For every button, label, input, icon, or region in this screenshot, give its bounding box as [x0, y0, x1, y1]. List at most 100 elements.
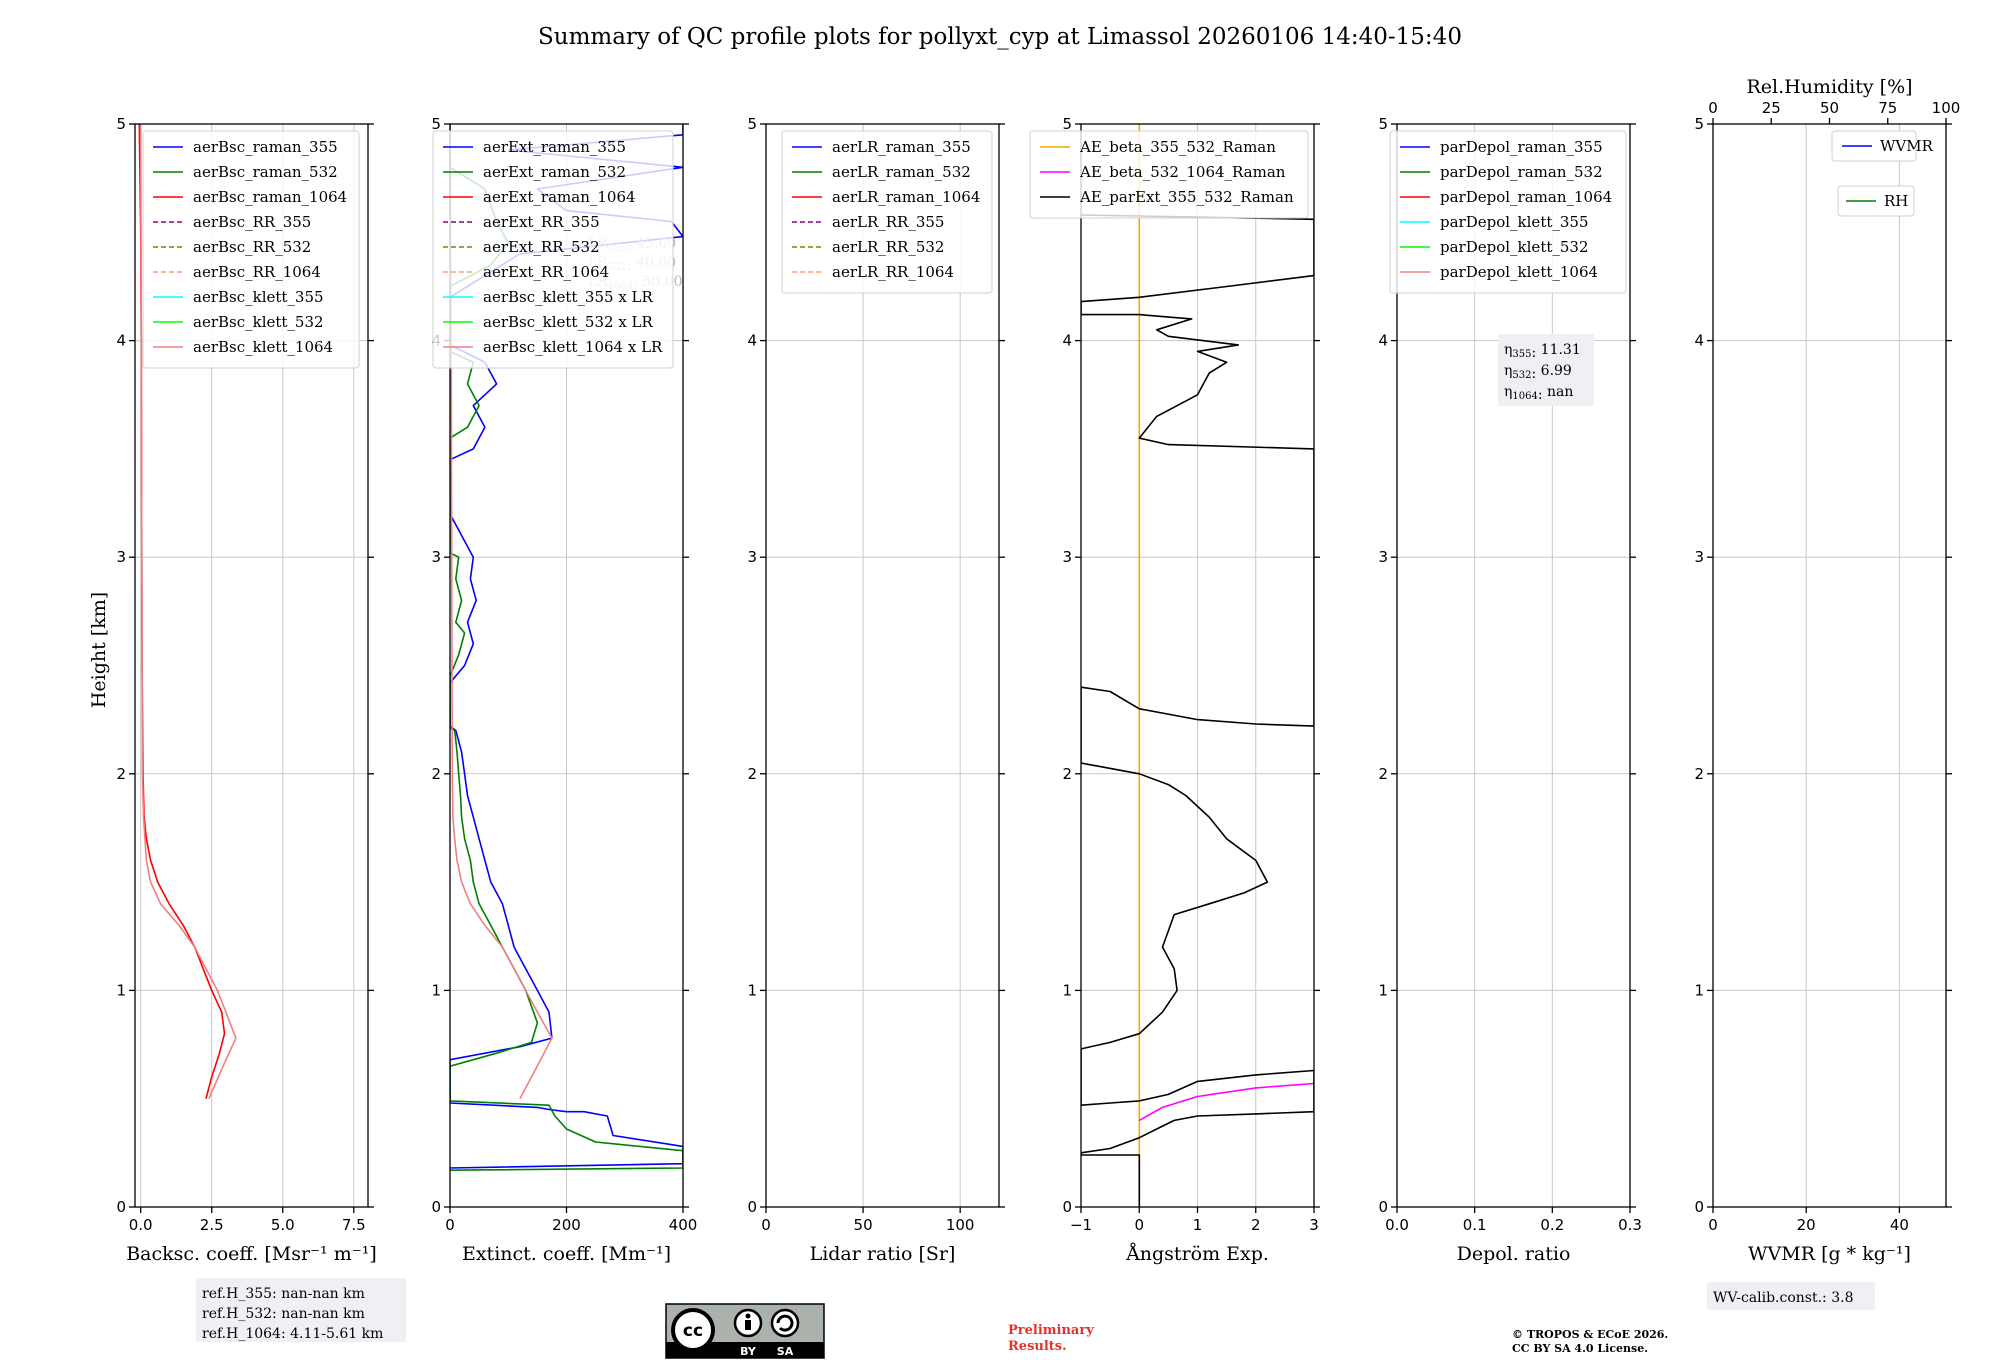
ref-height-box-bg	[196, 1278, 406, 1342]
top-x-tick-label: 100	[1932, 99, 1961, 117]
legend-label: WVMR	[1880, 137, 1934, 155]
legend-label: aerLR_raman_532	[832, 163, 971, 181]
y-tick-label: 4	[1062, 332, 1072, 350]
eta-subscript: 532	[1512, 370, 1531, 381]
series-group	[1081, 124, 1314, 1207]
eta-value: nan	[1547, 384, 1573, 400]
x-axis-label: Backsc. coeff. [Msr⁻¹ m⁻¹]	[126, 1243, 377, 1265]
copyright-line-1: © TROPOS & ECoE 2026.	[1512, 1328, 1668, 1341]
cc-circle-icon	[671, 1308, 715, 1352]
top-x-tick-label: 25	[1762, 99, 1781, 117]
y-axis-label: Height [km]	[88, 592, 110, 708]
legend-wvmr: WVMR	[1831, 130, 1934, 162]
ref-height-355: ref.H_355: nan-nan km	[202, 1286, 365, 1302]
x-axis-label: WVMR [g * kg⁻¹]	[1748, 1243, 1911, 1265]
legend-label: AE_parExt_355_532_Raman	[1079, 188, 1294, 206]
y-tick-label: 1	[747, 981, 757, 999]
x-tick-label: 0	[1134, 1216, 1144, 1234]
legend-frame	[1029, 130, 1309, 219]
x-tick-label: 200	[552, 1216, 581, 1234]
y-tick-label: 0	[431, 1198, 441, 1216]
cc-license-badge: cc BY SA	[665, 1303, 825, 1359]
y-tick-label: 5	[1694, 115, 1704, 133]
top-x-tick-label: 75	[1878, 99, 1897, 117]
legend-label: aerBsc_klett_355 x LR	[483, 288, 654, 306]
legend-label: aerLR_RR_532	[832, 238, 944, 256]
legend-label: parDepol_klett_532	[1440, 238, 1589, 256]
top-axis-label: Rel.Humidity [%]	[1746, 76, 1912, 98]
panels: 0 1 2 3 4 5 0.0 2.5 5.0 7.5 Backsc. coeff. [Msr⁻¹ …	[116, 76, 1960, 1265]
y-tick-label: 5	[116, 115, 126, 133]
legend-rh: RH	[1837, 185, 1915, 217]
legend-frame	[1389, 130, 1627, 294]
plot-frame	[1396, 123, 1631, 1208]
y-tick-label: 2	[431, 765, 441, 783]
y-tick-label: 2	[747, 765, 757, 783]
legend-label: parDepol_klett_1064	[1440, 263, 1598, 281]
y-tick-label: 4	[1378, 332, 1388, 350]
by-person-head	[745, 1313, 751, 1319]
legend-frame	[142, 130, 360, 369]
legend-label: aerExt_raman_532	[483, 163, 626, 181]
eta-subscript: 355	[1512, 349, 1531, 360]
legend-lidar_ratio: aerLR_raman_355 aerLR_raman_532 aerLR_rama…	[781, 130, 993, 294]
legend-label: aerBsc_raman_355	[193, 138, 338, 156]
legend-label: aerBsc_raman_1064	[193, 188, 347, 206]
x-tick-label: 100	[946, 1216, 975, 1234]
y-tick-label: 2	[116, 765, 126, 783]
x-tick-label: 0.0	[129, 1216, 153, 1234]
y-tick-label: 0	[1062, 1198, 1072, 1216]
ref-height-532: ref.H_532: nan-nan km	[202, 1306, 365, 1322]
legend-label: aerBsc_klett_532 x LR	[483, 313, 654, 331]
preliminary-line-2: Results.	[1008, 1339, 1067, 1354]
legend-label: RH	[1884, 192, 1908, 210]
y-tick-label: 2	[1062, 765, 1072, 783]
legend-label: AE_beta_532_1064_Raman	[1079, 163, 1286, 181]
x-tick-label: 1	[1193, 1216, 1203, 1234]
legend-label: aerBsc_klett_355	[193, 288, 324, 306]
panel-extinction: 0123450200400Extinct. coeff. [Mm⁻¹]LR355…	[431, 115, 697, 1265]
legend-label: aerExt_RR_1064	[483, 263, 609, 281]
legend-label: aerBsc_raman_532	[193, 163, 338, 181]
series-line-ae-parext-355-532-raman	[1081, 214, 1314, 1207]
x-tick-label: 3	[1309, 1216, 1319, 1234]
copyright-line-2: CC BY SA 4.0 License.	[1512, 1342, 1648, 1355]
top-x-tick-label: 0	[1708, 99, 1718, 117]
x-tick-label: 0	[445, 1216, 455, 1234]
legend-label: aerLR_RR_1064	[832, 263, 954, 281]
legend-frame	[432, 130, 674, 369]
wv-calib-bg	[1707, 1282, 1875, 1310]
legend-label: AE_beta_355_532_Raman	[1079, 138, 1276, 156]
series-line-aerbsc-klett-1064-x-lr	[450, 124, 553, 1100]
y-tick-label: 4	[747, 332, 757, 350]
y-tick-label: 1	[1062, 981, 1072, 999]
y-tick-label: 0	[1694, 1198, 1704, 1216]
legend-label: aerBsc_RR_1064	[193, 263, 321, 281]
legend-label: aerExt_raman_355	[483, 138, 626, 156]
x-axis-label: Ångström Exp.	[1125, 1243, 1269, 1265]
wv-calib-box: WV-calib.const.: 3.8	[1707, 1282, 1875, 1310]
y-tick-label: 1	[116, 981, 126, 999]
legend-label: parDepol_klett_355	[1440, 213, 1589, 231]
eta-box-bg	[1498, 334, 1594, 406]
x-axis-label: Depol. ratio	[1457, 1243, 1571, 1265]
y-tick-label: 3	[431, 548, 441, 566]
x-axis-label: Extinct. coeff. [Mm⁻¹]	[462, 1243, 671, 1265]
y-tick-label: 3	[1378, 548, 1388, 566]
legend-label: aerBsc_RR_532	[193, 238, 311, 256]
by-person-body	[745, 1320, 751, 1330]
legend-label: aerBsc_klett_532	[193, 313, 324, 331]
y-tick-label: 3	[116, 548, 126, 566]
series-line-aerbsc-klett-1064	[139, 124, 237, 1100]
series-group	[138, 124, 237, 1100]
eta-value: 11.31	[1541, 342, 1581, 358]
legend-depol: parDepol_raman_355 parDepol_raman_532 parD…	[1389, 130, 1627, 294]
x-tick-label: 2.5	[200, 1216, 224, 1234]
x-axis-label: Lidar ratio [Sr]	[810, 1243, 956, 1265]
y-tick-label: 1	[1378, 981, 1388, 999]
by-label: BY	[740, 1345, 757, 1358]
x-tick-label: 0	[761, 1216, 771, 1234]
